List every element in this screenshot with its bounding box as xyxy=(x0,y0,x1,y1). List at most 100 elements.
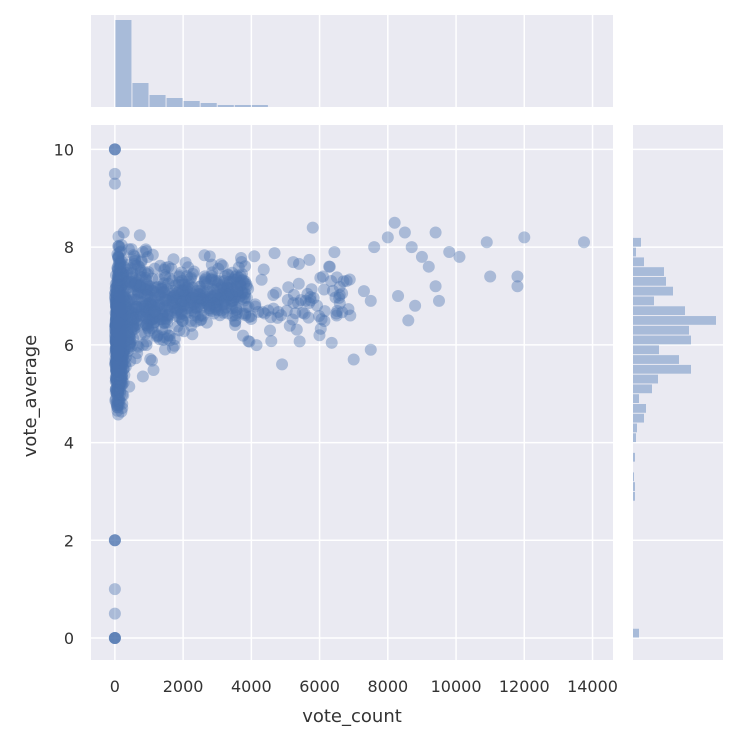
scatter-point xyxy=(109,319,122,332)
scatter-point xyxy=(111,300,124,313)
scatter-point xyxy=(110,373,123,386)
scatter-point xyxy=(114,358,127,371)
scatter-point xyxy=(191,300,204,313)
scatter-point xyxy=(227,295,240,308)
scatter-point xyxy=(114,325,127,338)
scatter-point xyxy=(325,275,338,288)
scatter-point xyxy=(108,534,121,547)
scatter-point xyxy=(114,344,127,357)
scatter-point xyxy=(110,299,123,312)
y-axis-title: vote_average xyxy=(20,335,41,457)
scatter-point xyxy=(134,278,147,291)
scatter-point xyxy=(169,301,182,314)
scatter-point xyxy=(147,316,160,329)
scatter-point xyxy=(117,303,130,316)
scatter-point xyxy=(109,319,122,332)
scatter-point xyxy=(112,285,125,298)
scatter-point xyxy=(151,329,164,342)
scatter-point xyxy=(112,326,125,339)
scatter-point xyxy=(112,319,125,332)
scatter-point xyxy=(235,293,248,306)
scatter-point xyxy=(112,269,125,282)
scatter-point xyxy=(110,269,123,282)
scatter-point xyxy=(121,342,134,355)
scatter-point xyxy=(224,286,237,299)
scatter-point xyxy=(114,317,127,330)
scatter-point xyxy=(110,320,123,333)
scatter-point xyxy=(114,327,127,340)
scatter-point xyxy=(111,314,124,327)
top-hist-bar xyxy=(217,105,234,107)
scatter-point xyxy=(113,338,126,351)
scatter-point xyxy=(191,310,204,323)
scatter-point xyxy=(111,315,124,328)
scatter-point xyxy=(110,336,123,349)
scatter-point xyxy=(113,369,126,382)
scatter-point xyxy=(198,270,211,283)
scatter-point xyxy=(115,324,128,337)
y-tick-label: 6 xyxy=(64,336,74,355)
scatter-point xyxy=(113,317,126,330)
scatter-point xyxy=(110,297,123,310)
scatter-point xyxy=(264,324,277,337)
scatter-point xyxy=(116,336,129,349)
scatter-point xyxy=(110,307,123,320)
right-hist-bar xyxy=(633,364,691,374)
scatter-point xyxy=(117,327,130,340)
scatter-point xyxy=(111,363,124,376)
scatter-point xyxy=(131,284,144,297)
scatter-point xyxy=(159,322,172,335)
scatter-point xyxy=(116,368,129,381)
scatter-point xyxy=(113,331,126,344)
scatter-point xyxy=(140,277,153,290)
scatter-point xyxy=(118,289,131,302)
scatter-point xyxy=(113,308,126,321)
scatter-point xyxy=(111,324,124,337)
scatter-point xyxy=(113,360,126,373)
scatter-point xyxy=(113,350,126,363)
scatter-point xyxy=(112,355,125,368)
scatter-point xyxy=(210,299,223,312)
scatter-point xyxy=(166,284,179,297)
scatter-point xyxy=(112,343,125,356)
scatter-point xyxy=(109,287,122,300)
scatter-point xyxy=(109,282,122,295)
scatter-point xyxy=(151,289,164,302)
scatter-point xyxy=(196,293,209,306)
scatter-point xyxy=(112,280,125,293)
scatter-point xyxy=(114,288,127,301)
scatter-point xyxy=(113,348,126,361)
scatter-point xyxy=(221,281,234,294)
scatter-point xyxy=(110,322,123,335)
scatter-point xyxy=(113,306,126,319)
scatter-point xyxy=(116,345,129,358)
scatter-point xyxy=(112,294,125,307)
scatter-point xyxy=(113,345,126,358)
scatter-point xyxy=(112,311,125,324)
scatter-point xyxy=(111,342,124,355)
scatter-point xyxy=(112,302,125,315)
scatter-point xyxy=(113,371,126,384)
scatter-point xyxy=(111,328,124,341)
scatter-point xyxy=(118,316,131,329)
scatter-point xyxy=(115,338,128,351)
scatter-point xyxy=(212,262,225,275)
scatter-point xyxy=(116,309,129,322)
scatter-point xyxy=(115,315,128,328)
scatter-point xyxy=(114,338,127,351)
scatter-point xyxy=(116,310,129,323)
scatter-point xyxy=(112,304,125,317)
scatter-point xyxy=(112,366,125,379)
scatter-point xyxy=(238,277,251,290)
scatter-point xyxy=(114,311,127,324)
scatter-point xyxy=(114,365,127,378)
scatter-point xyxy=(109,371,122,384)
scatter-point xyxy=(111,347,124,360)
scatter-point xyxy=(112,289,125,302)
scatter-point xyxy=(110,280,123,293)
scatter-point xyxy=(134,266,147,279)
scatter-point xyxy=(112,299,125,312)
scatter-point xyxy=(143,313,156,326)
scatter-point xyxy=(187,265,200,278)
scatter-point xyxy=(188,289,201,302)
